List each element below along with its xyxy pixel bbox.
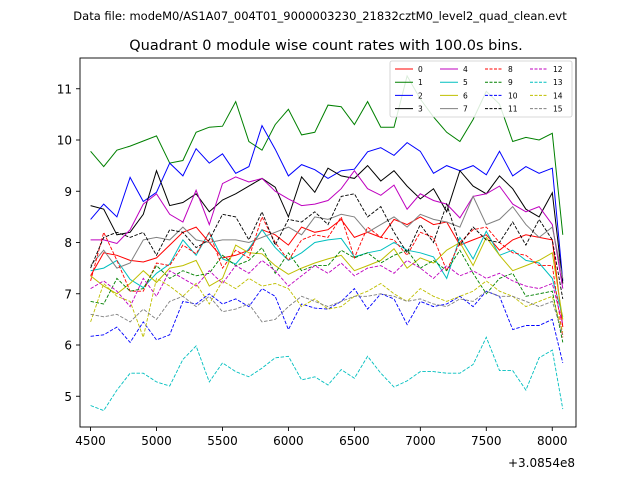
y-tick-label: 5 — [64, 390, 72, 404]
legend-label-5: 5 — [463, 78, 468, 87]
legend-label-9: 9 — [508, 78, 513, 87]
legend-label-12: 12 — [553, 65, 563, 74]
legend-label-11: 11 — [508, 105, 518, 114]
x-tick-label: 8000 — [537, 434, 568, 448]
series-line-12 — [90, 259, 564, 325]
series-line-0 — [90, 216, 564, 328]
series-line-15 — [90, 290, 564, 335]
x-tick-label: 7000 — [405, 434, 436, 448]
x-tick-label: 4500 — [75, 434, 106, 448]
series-line-10 — [90, 287, 564, 364]
series-line-2 — [90, 124, 564, 281]
series-line-4 — [90, 169, 564, 289]
series-line-13 — [90, 336, 564, 412]
y-tick-label: 8 — [64, 236, 72, 250]
legend-label-10: 10 — [508, 91, 518, 100]
series-line-5 — [90, 228, 564, 317]
series-line-11 — [90, 193, 564, 299]
y-tick-label: 9 — [64, 185, 72, 199]
legend-label-14: 14 — [553, 91, 563, 100]
x-tick-label: 6000 — [273, 434, 304, 448]
x-axis-offset-label: +3.0854e8 — [508, 456, 575, 470]
legend-label-15: 15 — [553, 105, 563, 114]
legend-label-0: 0 — [418, 65, 423, 74]
x-tick-label: 5000 — [141, 434, 172, 448]
legend-label-2: 2 — [418, 91, 423, 100]
series-line-8 — [90, 215, 564, 338]
legend-label-4: 4 — [463, 65, 468, 74]
legend-label-13: 13 — [553, 78, 563, 87]
plot-area: 4500 5000 5500 6000 6500 7000 7500 800056789101… — [57, 57, 577, 448]
legend-label-8: 8 — [508, 65, 513, 74]
legend-box — [389, 60, 573, 118]
legend-label-7: 7 — [463, 105, 468, 114]
legend-label-6: 6 — [463, 91, 468, 100]
series-line-6 — [90, 236, 564, 320]
series-line-7 — [90, 195, 564, 279]
chart-title: Quadrant 0 module wise count rates with … — [129, 38, 523, 54]
y-tick-label: 11 — [57, 82, 72, 96]
x-tick-label: 5500 — [207, 434, 238, 448]
x-tick-label: 6500 — [339, 434, 370, 448]
legend-label-1: 1 — [418, 78, 423, 87]
x-tick-label: 7500 — [471, 434, 502, 448]
series-line-14 — [90, 277, 564, 339]
y-tick-label: 7 — [64, 287, 72, 301]
figure-suptitle: Data file: modeM0/AS1A07_004T01_90000032… — [73, 9, 567, 23]
legend-label-3: 3 — [418, 105, 423, 114]
y-tick-label: 10 — [57, 134, 72, 148]
y-tick-label: 6 — [64, 339, 72, 353]
series-line-9 — [90, 246, 564, 343]
